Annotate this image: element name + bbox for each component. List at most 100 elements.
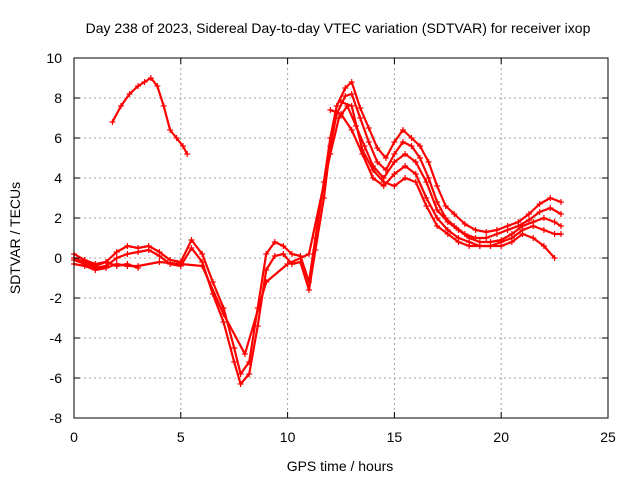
data-point	[455, 239, 462, 245]
data-point	[135, 83, 142, 89]
data-point	[117, 103, 124, 109]
data-point	[417, 143, 424, 149]
data-point	[81, 259, 88, 265]
series-track-3	[71, 103, 565, 357]
data-point	[425, 159, 432, 165]
data-point	[536, 209, 543, 215]
data-point	[179, 143, 186, 149]
data-point	[525, 217, 532, 223]
data-point	[423, 203, 430, 209]
data-point	[412, 179, 419, 185]
data-point	[167, 127, 174, 133]
data-point	[540, 227, 547, 233]
data-point	[374, 145, 381, 151]
data-point	[280, 243, 287, 249]
data-point	[246, 371, 253, 377]
x-axis-label: GPS time / hours	[287, 458, 394, 474]
data-point	[540, 215, 547, 221]
series-track-5	[338, 99, 558, 261]
data-point	[504, 227, 511, 233]
data-point	[391, 151, 398, 157]
data-point	[391, 183, 398, 189]
data-point	[434, 207, 441, 213]
data-point	[156, 253, 163, 259]
y-axis-label: SDTVAR / TECUs	[7, 182, 23, 294]
data-point	[434, 223, 441, 229]
data-point	[199, 251, 206, 257]
x-tick-label: 25	[600, 429, 616, 445]
data-point	[519, 231, 526, 237]
data-point	[408, 143, 415, 149]
y-tick-label: -8	[50, 410, 63, 426]
data-point	[135, 249, 142, 255]
y-tick-label: -2	[50, 290, 63, 306]
y-tick-label: 2	[54, 210, 62, 226]
data-point	[466, 243, 473, 249]
y-tick-label: 4	[54, 170, 62, 186]
data-point	[461, 221, 468, 227]
data-point	[382, 155, 389, 161]
data-point	[305, 251, 312, 257]
data-point	[103, 259, 110, 265]
tick-layer: 0 5 10 15 20 25 -8 -6 -4 -2 0 2 4 6 8 10	[46, 50, 616, 445]
y-tick-label: 6	[54, 130, 62, 146]
data-point	[423, 179, 430, 185]
data-point	[288, 251, 295, 257]
data-point	[327, 151, 334, 157]
data-point	[442, 203, 449, 209]
data-point	[113, 263, 120, 269]
y-tick-label: -4	[50, 330, 63, 346]
data-point	[241, 351, 248, 357]
data-point	[124, 261, 131, 267]
data-point	[425, 175, 432, 181]
data-point	[284, 261, 291, 267]
data-point	[402, 175, 409, 181]
data-point	[348, 127, 355, 133]
data-point	[126, 91, 133, 97]
data-point	[188, 237, 195, 243]
plot-frame	[73, 57, 609, 419]
data-point	[280, 251, 287, 257]
data-point	[271, 239, 278, 245]
data-point	[92, 263, 99, 269]
data-point	[271, 253, 278, 259]
data-point	[391, 171, 398, 177]
data-point	[199, 263, 206, 269]
data-point	[508, 239, 515, 245]
data-point	[184, 151, 191, 157]
data-point	[335, 115, 342, 121]
data-point	[408, 135, 415, 141]
data-point	[357, 115, 364, 121]
data-point	[399, 127, 406, 133]
data-point	[145, 247, 152, 253]
data-point	[263, 267, 270, 273]
data-point	[109, 119, 116, 125]
data-point	[124, 243, 131, 249]
data-point	[348, 91, 355, 97]
data-point	[135, 265, 142, 271]
data-point	[113, 255, 120, 261]
data-point	[312, 247, 319, 253]
data-point	[530, 235, 537, 241]
data-point	[177, 261, 184, 267]
data-point	[113, 249, 120, 255]
data-point	[412, 171, 419, 177]
data-point	[391, 139, 398, 145]
data-point	[530, 223, 537, 229]
data-point	[402, 151, 409, 157]
data-point	[399, 139, 406, 145]
data-point	[483, 235, 490, 241]
data-point	[551, 219, 558, 225]
data-point	[402, 163, 409, 169]
data-point	[487, 243, 494, 249]
data-point	[370, 167, 377, 173]
data-point	[124, 251, 131, 257]
data-point	[327, 107, 334, 113]
data-point	[536, 201, 543, 207]
series-track-7	[71, 255, 142, 271]
data-point	[156, 259, 163, 265]
data-point	[342, 85, 349, 91]
data-point	[209, 279, 216, 285]
data-point	[451, 211, 458, 217]
